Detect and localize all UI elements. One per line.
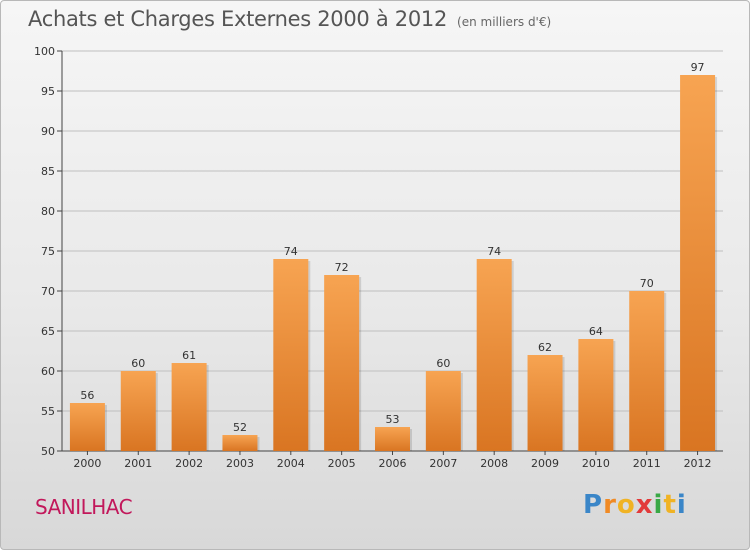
logo-letter: i	[653, 490, 664, 520]
logo-letter: o	[616, 490, 636, 520]
logo-letter: i	[676, 490, 687, 520]
bar-value-label: 60	[131, 357, 145, 370]
bars	[69, 75, 718, 451]
x-tick-label: 2004	[277, 457, 305, 470]
bar	[578, 339, 614, 451]
bar-value-label: 72	[335, 261, 349, 274]
x-tick-label: 2012	[684, 457, 712, 470]
bar	[120, 371, 156, 451]
bar-value-label: 64	[589, 325, 603, 338]
bar	[680, 75, 716, 451]
y-tick-label: 80	[41, 205, 55, 218]
x-tick-label: 2010	[582, 457, 610, 470]
x-tick-label: 2011	[633, 457, 661, 470]
x-tick-label: 2006	[379, 457, 407, 470]
y-tick-label: 60	[41, 365, 55, 378]
bar-value-label: 52	[233, 421, 247, 434]
bar	[324, 275, 360, 451]
y-tick-label: 70	[41, 285, 55, 298]
commune-name: SANILHAC	[35, 495, 133, 519]
x-tick-label: 2001	[124, 457, 152, 470]
logo-letter: t	[663, 490, 677, 520]
bar-value-label: 74	[487, 245, 501, 258]
proxiti-logo: Proxiti	[583, 490, 687, 520]
bar	[222, 435, 258, 451]
y-tick-label: 75	[41, 245, 55, 258]
y-tick-label: 55	[41, 405, 55, 418]
logo-letter: r	[603, 490, 617, 520]
x-tick-label: 2002	[175, 457, 203, 470]
x-tick-label: 2007	[429, 457, 457, 470]
y-tick-label: 50	[41, 445, 55, 458]
bar-value-label: 74	[284, 245, 298, 258]
labels: 50 55 60 65 70 75 80 85 90 95 100 56 2000 60 2001 61 200…	[34, 45, 712, 470]
logo-letter: P	[583, 490, 604, 520]
bar-value-label: 61	[182, 349, 196, 362]
bar-value-label: 62	[538, 341, 552, 354]
y-tick-label: 100	[34, 45, 55, 58]
bar	[425, 371, 461, 451]
bar	[171, 363, 207, 451]
bar-value-label: 53	[386, 413, 400, 426]
x-tick-label: 2008	[480, 457, 508, 470]
bar	[375, 427, 410, 451]
bar	[476, 259, 512, 451]
y-tick-label: 90	[41, 125, 55, 138]
chart-title-text: Achats et Charges Externes 2000 à 2012	[28, 7, 448, 31]
bar	[69, 403, 105, 451]
x-tick-label: 2005	[328, 457, 356, 470]
y-tick-label: 85	[41, 165, 55, 178]
y-tick-label: 95	[41, 85, 55, 98]
logo-letter: x	[635, 490, 654, 520]
y-tick-label: 65	[41, 325, 55, 338]
bar	[273, 259, 309, 451]
bar-value-label: 97	[691, 61, 705, 74]
x-tick-label: 2000	[73, 457, 101, 470]
bar-value-label: 70	[640, 277, 654, 290]
chart-title: Achats et Charges Externes 2000 à 2012 (e…	[28, 7, 551, 31]
grid-lines	[62, 50, 723, 452]
x-tick-label: 2009	[531, 457, 559, 470]
x-tick-label: 2003	[226, 457, 254, 470]
bar	[527, 355, 563, 451]
chart-subtitle: (en milliers d'€)	[457, 15, 552, 29]
bar-value-label: 60	[436, 357, 450, 370]
bar	[629, 291, 665, 451]
bar-value-label: 56	[80, 389, 94, 402]
